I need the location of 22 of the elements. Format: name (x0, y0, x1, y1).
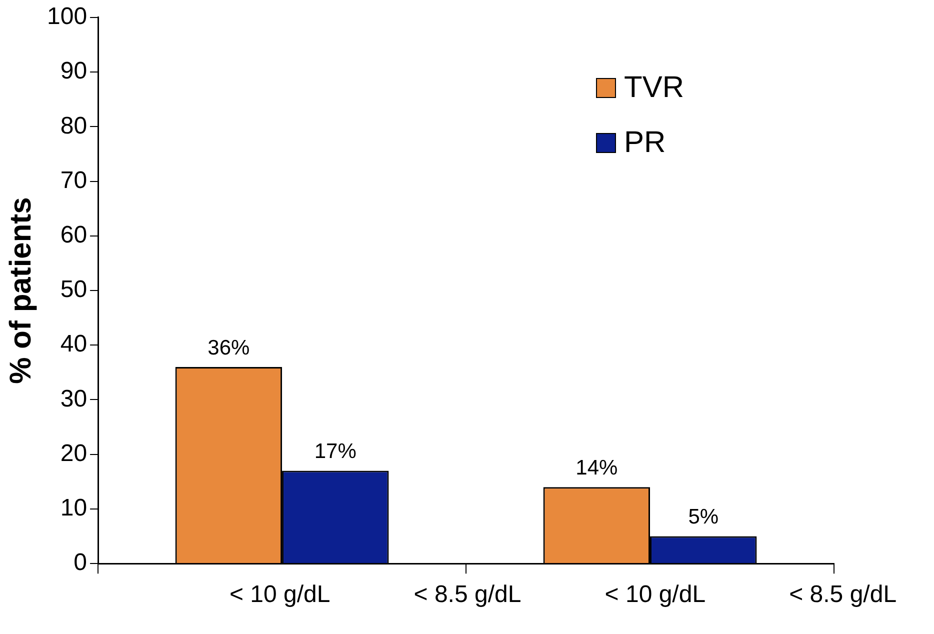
y-tick-label: 60 (60, 222, 88, 249)
y-tick-label: 70 (60, 166, 88, 194)
y-tick-label: 80 (60, 112, 88, 140)
y-tick-label: 10 (60, 494, 88, 522)
legend-label: TVR (624, 70, 684, 104)
data-label: 14% (576, 456, 618, 480)
y-tick-label: 100 (46, 3, 88, 30)
y-axis-title: % of patients (4, 197, 38, 384)
y-tick-label: 50 (60, 276, 88, 304)
text: < 10 g/dL (604, 581, 706, 608)
y-tick-label: 0 (74, 549, 88, 576)
text: < 10 g/dL (229, 581, 330, 608)
text: < 8.5 g/dL (414, 581, 522, 608)
data-label: 36% (208, 336, 250, 360)
y-tick-label: 90 (60, 58, 88, 85)
data-label: 17% (314, 440, 356, 464)
y-tick-label: 20 (60, 440, 88, 467)
text: < 8.5 g/dL (789, 581, 897, 608)
data-label: 5% (688, 506, 719, 529)
y-tick-label: 40 (60, 330, 88, 358)
legend-label: PR (624, 126, 666, 160)
y-tick-label: 30 (60, 385, 88, 412)
